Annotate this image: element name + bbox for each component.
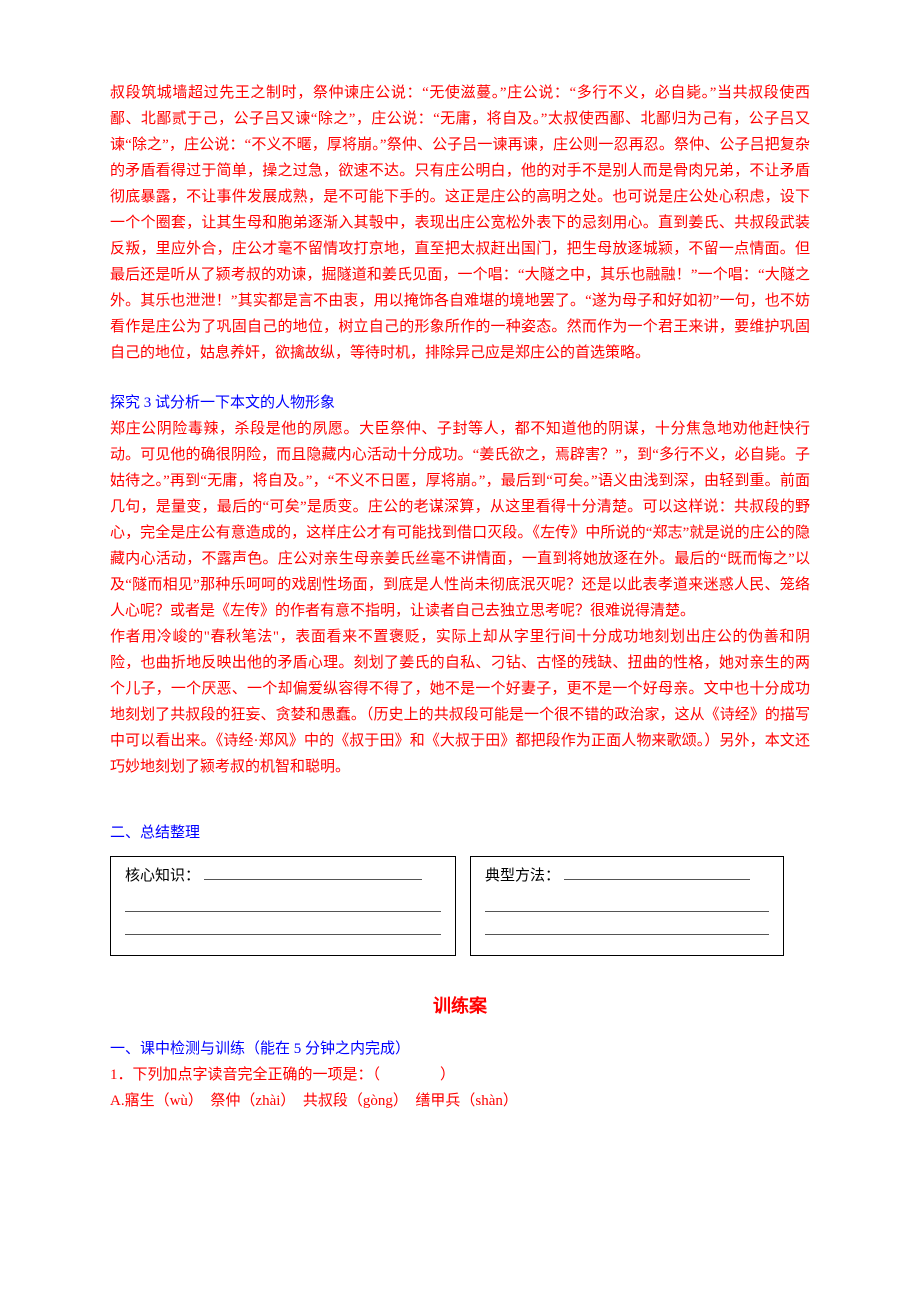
summary-heading: 二、总结整理 [110,820,810,846]
write-line [125,918,441,935]
tanjiu3-paragraph-2: 作者用冷峻的"春秋笔法"，表面看来不置褒贬，实际上却从字里行间十分成功地刻划出庄… [110,624,810,780]
training-subtitle: 一、课中检测与训练（能在 5 分钟之内完成） [110,1036,810,1062]
write-line [485,895,769,912]
typical-method-label: 典型方法： [485,868,560,884]
write-line [485,918,769,935]
core-knowledge-cell: 核心知识： [110,856,456,956]
tanjiu3-title: 探究 3 试分析一下本文的人物形象 [110,390,810,416]
typical-method-cell: 典型方法： [470,856,784,956]
write-line [125,895,441,912]
training-title: 训练案 [110,992,810,1018]
write-line [564,863,750,880]
paragraph-indent-block: 叔段筑城墙超过先王之制时，祭仲谏庄公说：“无使滋蔓。”庄公说：“多行不义，必自毙… [110,80,810,366]
write-line [204,863,422,880]
summary-tables-row: 核心知识： 典型方法： [110,856,810,956]
question-1-option-a: A.寤生（wù） 祭仲（zhài） 共叔段（gòng） 缮甲兵（shàn） [110,1088,810,1114]
tanjiu3-paragraph-1: 郑庄公阴险毒辣，杀段是他的夙愿。大臣祭仲、子封等人，都不知道他的阴谋，十分焦急地… [110,416,810,624]
document-page: 叔段筑城墙超过先王之制时，祭仲谏庄公说：“无使滋蔓。”庄公说：“多行不义，必自毙… [0,0,920,1302]
question-1: 1．下列加点字读音完全正确的一项是：（ ） [110,1062,810,1088]
core-knowledge-label: 核心知识： [125,868,200,884]
